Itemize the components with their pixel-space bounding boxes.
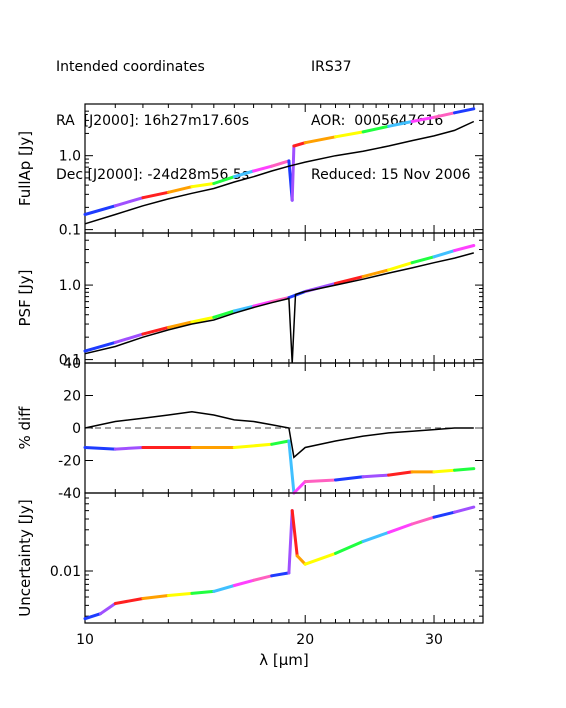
series-segment-colored	[270, 296, 291, 304]
x-tick-label: 30	[425, 632, 443, 648]
series-line-black	[84, 411, 474, 459]
series-segment-colored	[361, 268, 391, 279]
series-segment-colored	[361, 530, 391, 543]
series-segment-colored	[432, 249, 456, 259]
series-segment-colored	[166, 185, 194, 194]
series-segment-colored	[432, 111, 456, 119]
series-segment-colored	[232, 442, 274, 449]
y-tick-label: 1.0	[59, 278, 81, 294]
series-segment-colored	[410, 115, 436, 123]
y-tick-label: 1.0	[59, 149, 81, 165]
series-segment-colored	[290, 509, 299, 558]
y-tick-label: -20	[58, 454, 81, 470]
series-segment-colored	[303, 478, 337, 484]
y-tick-label: -40	[58, 486, 81, 502]
series-segment-colored	[303, 551, 337, 566]
series-segment-colored	[190, 315, 216, 324]
panel-frame	[84, 103, 484, 234]
series-segment-colored	[410, 515, 436, 526]
series-segment-colored	[113, 597, 145, 605]
series-segment-colored	[453, 505, 476, 514]
header-reduced-date: Reduced: 15 Nov 2006	[311, 167, 471, 183]
series-segment-colored	[334, 130, 365, 139]
y-axis-label: Uncertainty [Jy]	[16, 499, 34, 616]
series-segment-colored	[387, 120, 414, 128]
y-tick-label: 0	[72, 421, 81, 437]
series-line-black	[84, 120, 475, 225]
series-segment-colored	[212, 584, 236, 593]
series-segment-colored	[190, 182, 216, 189]
x-tick-label: 20	[296, 632, 314, 648]
series-segment-colored	[232, 169, 256, 179]
series-segment-colored	[141, 325, 170, 336]
series-segment-colored	[99, 602, 117, 616]
series-segment-colored	[190, 589, 216, 595]
series-segment-colored	[83, 612, 102, 621]
series-segment-colored	[270, 159, 291, 168]
series-segment-colored	[83, 204, 117, 216]
series-segment-colored	[432, 468, 456, 474]
series-segment-colored	[113, 196, 145, 208]
header-target-name: IRS37	[311, 59, 352, 75]
series-segment-colored	[141, 190, 170, 200]
header-title-left: Intended coordinates	[56, 59, 205, 75]
series-segment-colored	[252, 164, 274, 173]
y-axis-label: PSF [Jy]	[16, 270, 34, 327]
series-segment-colored	[287, 439, 296, 495]
series-segment-colored	[292, 141, 307, 148]
series-segment-colored	[166, 320, 194, 329]
x-tick-label: 10	[76, 632, 94, 648]
series-segment-colored	[232, 304, 256, 313]
series-segment-colored	[453, 107, 476, 115]
series-segment-colored	[270, 571, 291, 578]
panel-frame	[84, 362, 484, 494]
y-tick-label: 0.1	[59, 223, 81, 239]
series-segment-colored	[252, 300, 274, 308]
series-segment-colored	[303, 135, 337, 145]
series-segment-colored	[212, 175, 236, 185]
series-segment-colored	[252, 574, 274, 582]
series-segment-colored	[432, 510, 456, 519]
series-segment-colored	[410, 255, 436, 265]
series-segment-colored	[287, 509, 294, 575]
series-segment-colored	[387, 522, 414, 534]
series-segment-colored	[166, 591, 194, 597]
series-segment-colored	[387, 261, 414, 272]
y-tick-label: 0.01	[50, 564, 81, 580]
header-aor: AOR: 0005647616	[311, 113, 444, 129]
series-segment-colored	[232, 578, 256, 587]
y-tick-label: 0.1	[59, 353, 81, 369]
series-segment-colored	[290, 144, 296, 202]
y-tick-label: 40	[63, 356, 81, 372]
series-segment-colored	[295, 554, 307, 566]
series-segment-colored	[334, 539, 365, 555]
series-segment-colored	[270, 439, 291, 446]
y-axis-label: % diff	[16, 406, 34, 450]
series-segment-colored	[387, 470, 414, 477]
series-segment-colored	[292, 480, 307, 495]
panel-frame	[84, 492, 484, 624]
series-segment-colored	[361, 124, 391, 134]
series-segment-colored	[361, 473, 391, 479]
series-segment-colored	[212, 309, 236, 319]
series-segment-colored	[83, 340, 117, 353]
header-ra: RA [J2000]: 16h27m17.60s	[56, 113, 249, 129]
series-line-black	[84, 252, 474, 364]
series-segment-colored	[113, 446, 145, 451]
series-segment-colored	[334, 275, 365, 285]
series-segment-colored	[334, 475, 365, 482]
series-segment-colored	[113, 332, 145, 344]
x-axis-label: λ [μm]	[259, 651, 309, 669]
series-segment-colored	[83, 446, 117, 451]
y-axis-label: FullAp [Jy]	[16, 131, 34, 206]
series-segment-colored	[453, 467, 476, 472]
series-segment-colored	[453, 244, 476, 253]
series-segment-colored	[141, 594, 170, 600]
y-tick-label: 20	[63, 389, 81, 405]
